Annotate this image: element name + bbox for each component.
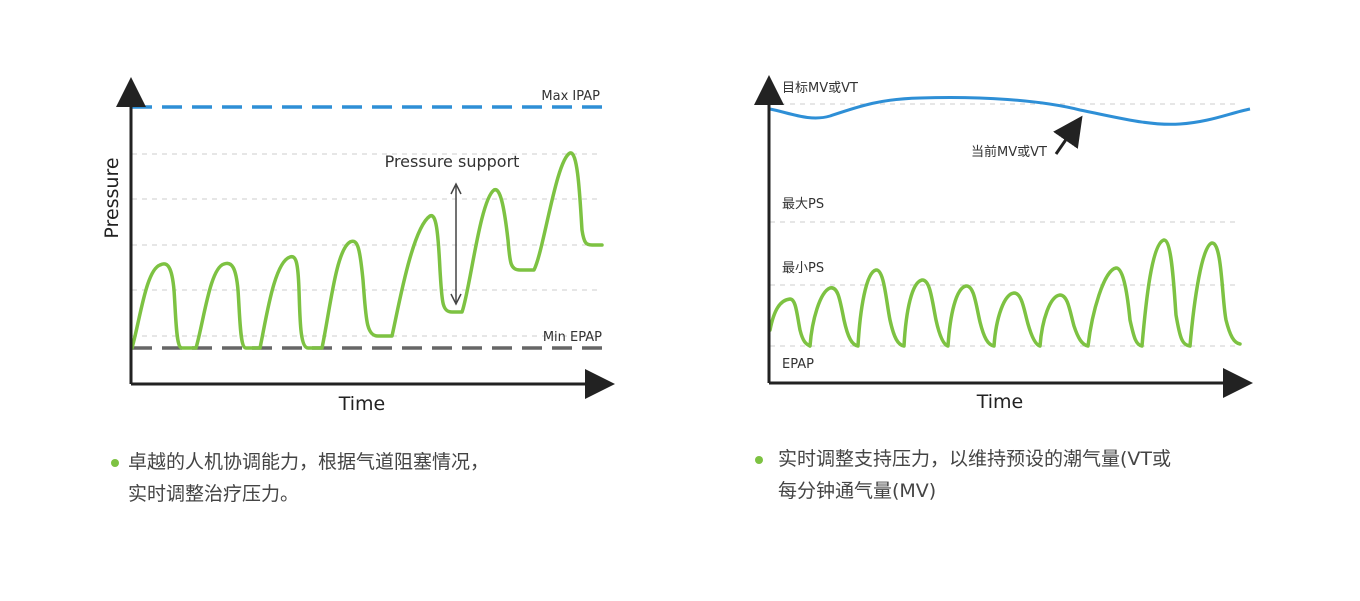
current-mv-vt-arrow <box>1053 115 1083 155</box>
right-caption-line: 每分钟通气量(MV) <box>778 480 937 502</box>
pressure-support-arrowhead-bottom <box>450 293 462 306</box>
left-caption-bullet <box>111 459 119 467</box>
target-mv-vt-label: 目标MV或VT <box>782 81 858 96</box>
right-diagram: 当前MV或VT 目标MV或VT 最大PS 最小PS EPAP Time <box>754 75 1253 413</box>
max-ipap-label: Max IPAP <box>541 89 600 104</box>
right-x-axis-label: Time <box>976 391 1024 413</box>
left-caption-line: 实时调整治疗压力。 <box>128 483 300 505</box>
left-x-axis-label: Time <box>338 393 386 415</box>
pressure-support-label: Pressure support <box>385 152 520 171</box>
right-caption-bullet <box>755 456 763 464</box>
left-y-axis-label: Pressure <box>101 157 123 238</box>
min-ps-label: 最小PS <box>782 261 824 276</box>
right-caption: 实时调整支持压力，以维持预设的潮气量(VT或 每分钟通气量(MV) <box>778 443 1171 507</box>
min-epap-label: Min EPAP <box>543 330 602 345</box>
left-pressure-waveform <box>130 151 604 350</box>
left-caption: 卓越的人机协调能力，根据气道阻塞情况， 实时调整治疗压力。 <box>128 446 489 510</box>
epap-label: EPAP <box>782 357 814 372</box>
current-mv-vt-label: 当前MV或VT <box>971 144 1047 160</box>
left-caption-line: 卓越的人机协调能力，根据气道阻塞情况， <box>128 451 490 473</box>
target-mv-vt-curve <box>769 96 1251 126</box>
left-diagram: Max IPAP Min EPAP Pressure support Press… <box>101 77 615 415</box>
right-gridlines <box>770 103 1240 347</box>
right-pressure-waveform <box>768 238 1242 348</box>
max-ps-label: 最大PS <box>782 197 824 212</box>
pressure-support-arrowhead-top <box>450 182 462 195</box>
left-gridlines <box>132 153 602 337</box>
right-caption-line: 实时调整支持压力，以维持预设的潮气量(VT或 <box>778 448 1172 470</box>
